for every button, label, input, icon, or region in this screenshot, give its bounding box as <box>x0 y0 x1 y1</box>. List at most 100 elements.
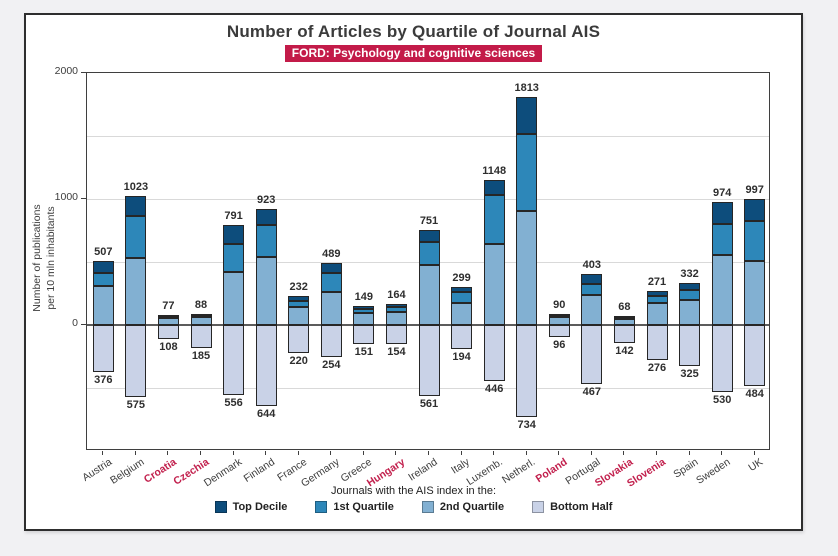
x-tick-mark <box>590 451 592 455</box>
bar-germany-segment-top-decile <box>320 263 342 274</box>
x-tick-mark <box>297 451 299 455</box>
bar-slovakia-segment-bottom-half <box>613 325 635 343</box>
value-label-below-Netherl.: 734 <box>517 419 536 432</box>
bar-austria-segment-top-decile <box>92 261 114 273</box>
bar-finland-segment-1st-quartile <box>255 225 277 258</box>
bar-slovenia-segment-bottom-half <box>646 325 668 360</box>
chart-title: Number of Articles by Quartile of Journa… <box>226 22 601 41</box>
bar-finland-segment-2nd-quartile <box>255 257 277 325</box>
y-tick-label-0: 0 <box>72 317 78 329</box>
chart-subtitle-wrap: FORD: Psychology and cognitive sciences <box>26 44 801 62</box>
x-axis-label-poland: Poland <box>533 456 570 486</box>
bar-portugal-segment-2nd-quartile <box>581 294 603 325</box>
value-label-below-Greece: 151 <box>354 346 374 359</box>
bar-belgium-segment-top-decile <box>125 196 147 217</box>
y-tick-mark <box>81 72 86 73</box>
x-tick-mark <box>395 451 397 455</box>
value-label-above-Sweden: 974 <box>712 187 732 200</box>
bar-croatia-segment-1st-quartile <box>157 316 179 319</box>
bar-croatia-segment-bottom-half <box>157 325 179 339</box>
chart-subtitle-badge: FORD: Psychology and cognitive sciences <box>284 45 543 62</box>
x-tick-mark <box>232 451 234 455</box>
value-label-below-Spain: 325 <box>680 367 699 380</box>
x-axis-label-luxemb: Luxemb. <box>464 456 505 489</box>
bar-croatia-segment-2nd-quartile <box>157 317 179 325</box>
y-axis-title-line2: per 10 mln inhabitants <box>44 206 57 310</box>
bar-luxemb-segment-bottom-half <box>483 325 505 382</box>
x-tick-mark <box>558 451 560 455</box>
value-label-below-Croatia: 108 <box>159 340 178 353</box>
x-tick-mark <box>656 451 657 455</box>
value-label-below-Ireland: 561 <box>419 397 439 410</box>
x-tick-mark <box>134 451 136 455</box>
value-label-below-UK: 484 <box>745 387 764 400</box>
value-label-below-Sweden: 530 <box>712 393 732 406</box>
bar-portugal-segment-top-decile <box>581 274 603 285</box>
bar-portugal-segment-1st-quartile <box>581 284 603 295</box>
bar-hungary-segment-1st-quartile <box>385 307 407 312</box>
bar-italy-segment-bottom-half <box>451 325 473 350</box>
bar-sweden-segment-1st-quartile <box>711 223 733 256</box>
value-label-below-Denmark: 556 <box>224 397 243 410</box>
bar-belgium-segment-1st-quartile <box>125 216 147 258</box>
bar-germany-segment-bottom-half <box>320 325 342 357</box>
y-tick-mark <box>81 198 86 199</box>
legend-item-bottom-half: Bottom Half <box>532 501 612 513</box>
bar-germany-segment-1st-quartile <box>320 273 342 292</box>
value-label-below-Austria: 376 <box>94 374 113 387</box>
x-tick-mark <box>428 451 429 455</box>
x-tick-mark <box>102 451 104 455</box>
value-label-above-Slovakia: 68 <box>618 301 631 314</box>
bar-sweden-segment-2nd-quartile <box>711 255 733 325</box>
bar-finland-segment-bottom-half <box>255 325 277 407</box>
value-label-below-Luxemb.: 446 <box>484 383 504 396</box>
y-tick-label-2000: 2000 <box>54 65 78 77</box>
bar-slovenia-segment-1st-quartile <box>646 295 668 303</box>
bar-sweden-segment-bottom-half <box>711 325 733 392</box>
y-tick-mark <box>81 324 86 325</box>
bar-italy-segment-2nd-quartile <box>451 302 473 325</box>
x-axis-label-austria: Austria <box>79 456 114 484</box>
bar-denmark-segment-top-decile <box>223 225 245 244</box>
bar-greece-segment-1st-quartile <box>353 308 375 314</box>
value-label-below-Belgium: 575 <box>126 399 146 412</box>
bar-denmark-segment-2nd-quartile <box>223 271 245 325</box>
legend-item-top-decile: Top Decile <box>214 501 288 513</box>
x-tick-mark <box>460 451 462 455</box>
bar-sweden-segment-top-decile <box>711 202 733 224</box>
bar-belgium-segment-bottom-half <box>125 325 147 398</box>
bar-belgium-segment-2nd-quartile <box>125 257 147 325</box>
bar-austria-segment-1st-quartile <box>92 272 114 287</box>
x-tick-mark <box>200 451 201 455</box>
bar-uk-segment-1st-quartile <box>744 220 766 261</box>
bar-italy-segment-1st-quartile <box>451 292 473 303</box>
x-tick-mark <box>753 451 755 455</box>
value-label-above-Belgium: 1023 <box>123 181 149 194</box>
bar-spain-segment-bottom-half <box>679 325 701 366</box>
value-label-above-UK: 997 <box>745 184 764 197</box>
bar-netherl-segment-bottom-half <box>516 325 538 418</box>
bar-ireland-segment-top-decile <box>418 230 440 242</box>
bar-slovenia-segment-2nd-quartile <box>646 302 668 325</box>
bar-italy-segment-top-decile <box>451 287 473 293</box>
bar-poland-segment-top-decile <box>548 313 570 316</box>
bar-netherl-segment-2nd-quartile <box>516 211 538 325</box>
bar-france-segment-bottom-half <box>288 325 310 353</box>
value-label-above-Croatia: 77 <box>162 300 175 313</box>
bar-portugal-segment-bottom-half <box>581 325 603 384</box>
bar-uk-segment-2nd-quartile <box>744 260 766 325</box>
value-label-below-Finland: 644 <box>256 408 276 421</box>
legend-swatch-icon <box>532 501 545 513</box>
value-label-above-Portugal: 403 <box>582 259 602 272</box>
legend-item-label: Top Decile <box>232 501 288 513</box>
value-label-below-Hungary: 154 <box>387 346 406 359</box>
legend-item-label: 2nd Quartile <box>439 501 505 513</box>
value-label-above-Denmark: 791 <box>224 210 243 223</box>
legend-swatch-icon <box>421 501 434 513</box>
x-axis-label-italy: Italy <box>449 456 473 477</box>
bar-poland-segment-bottom-half <box>548 325 570 338</box>
bar-greece-segment-2nd-quartile <box>353 313 375 325</box>
legend-item-2nd-quartile: 2nd Quartile <box>421 501 505 513</box>
bar-france-segment-1st-quartile <box>288 300 310 308</box>
